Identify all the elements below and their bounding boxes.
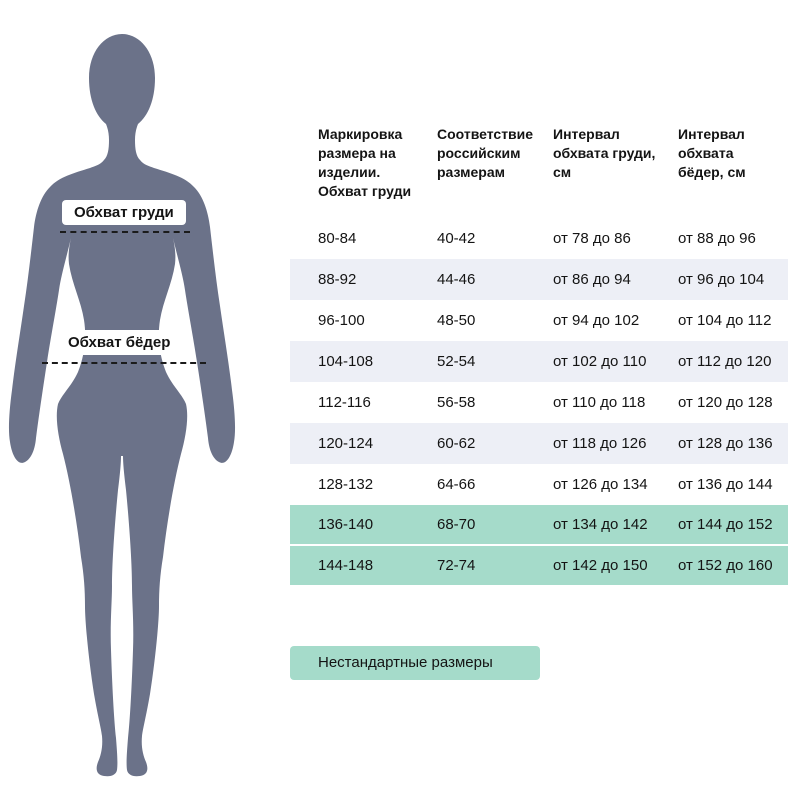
table-row: 80-84 40-42 от 78 до 86 от 88 до 96 bbox=[290, 218, 788, 259]
hips-measure-label: Обхват бёдер bbox=[56, 330, 183, 355]
cell-marking: 120-124 bbox=[318, 435, 374, 453]
cell-chest-interval: от 118 до 126 bbox=[553, 435, 647, 453]
silhouette-shape bbox=[8, 34, 236, 777]
cell-chest-interval: от 134 до 142 bbox=[553, 516, 648, 534]
size-table-header: Маркировка размера на изделии. Обхват гр… bbox=[290, 118, 788, 218]
cell-marking: 104-108 bbox=[318, 353, 374, 371]
cell-marking: 136-140 bbox=[318, 516, 374, 534]
cell-hips-interval: от 120 до 128 bbox=[678, 394, 773, 412]
cell-chest-interval: от 94 до 102 bbox=[553, 312, 640, 330]
cell-marking: 112-116 bbox=[318, 394, 371, 412]
table-row: 88-92 44-46 от 86 до 94 от 96 до 104 bbox=[290, 259, 788, 301]
cell-russian-size: 52-54 bbox=[437, 353, 476, 371]
cell-chest-interval: от 78 до 86 bbox=[553, 230, 631, 248]
cell-marking: 128-132 bbox=[318, 476, 374, 494]
cell-hips-interval: от 144 до 152 bbox=[678, 516, 773, 534]
table-row: 144-148 72-74 от 142 до 150 от 152 до 160 bbox=[290, 546, 788, 588]
chest-measure-label: Обхват груди bbox=[62, 200, 186, 225]
table-row: 136-140 68-70 от 134 до 142 от 144 до 152 bbox=[290, 505, 788, 547]
table-row: 120-124 60-62 от 118 до 126 от 128 до 136 bbox=[290, 423, 788, 465]
size-table: Маркировка размера на изделии. Обхват гр… bbox=[290, 118, 788, 588]
cell-marking: 144-148 bbox=[318, 557, 374, 575]
chest-measure-line bbox=[60, 231, 190, 233]
cell-russian-size: 72-74 bbox=[437, 557, 476, 575]
cell-russian-size: 44-46 bbox=[437, 271, 476, 289]
cell-marking: 88-92 bbox=[318, 271, 357, 289]
table-row: 104-108 52-54 от 102 до 110 от 112 до 120 bbox=[290, 341, 788, 383]
table-row: 128-132 64-66 от 126 до 134 от 136 до 144 bbox=[290, 464, 788, 505]
column-header: Маркировка размера на изделии. Обхват гр… bbox=[318, 126, 412, 200]
cell-hips-interval: от 88 до 96 bbox=[678, 230, 756, 248]
hips-measure-line bbox=[42, 362, 206, 364]
cell-hips-interval: от 96 до 104 bbox=[678, 271, 765, 289]
cell-hips-interval: от 152 до 160 bbox=[678, 557, 773, 575]
table-row: 112-116 56-58 от 110 до 118 от 120 до 128 bbox=[290, 382, 788, 423]
cell-chest-interval: от 142 до 150 bbox=[553, 557, 648, 575]
nonstandard-sizes-badge: Нестандартные размеры bbox=[290, 646, 540, 680]
cell-chest-interval: от 86 до 94 bbox=[553, 271, 631, 289]
cell-hips-interval: от 112 до 120 bbox=[678, 353, 772, 371]
cell-russian-size: 56-58 bbox=[437, 394, 476, 412]
cell-russian-size: 40-42 bbox=[437, 230, 476, 248]
cell-russian-size: 60-62 bbox=[437, 435, 476, 453]
size-table-body: 80-84 40-42 от 78 до 86 от 88 до 96 88-92 44-… bbox=[290, 218, 788, 588]
column-header: Интервал обхвата груди, см bbox=[553, 126, 656, 181]
cell-marking: 96-100 bbox=[318, 312, 365, 330]
cell-chest-interval: от 126 до 134 bbox=[553, 476, 648, 494]
cell-russian-size: 48-50 bbox=[437, 312, 476, 330]
table-row: 96-100 48-50 от 94 до 102 от 104 до 112 bbox=[290, 300, 788, 341]
cell-russian-size: 68-70 bbox=[437, 516, 476, 534]
cell-chest-interval: от 102 до 110 bbox=[553, 353, 647, 371]
cell-hips-interval: от 104 до 112 bbox=[678, 312, 772, 330]
column-header: Интервал обхвата бёдер, см bbox=[678, 126, 746, 181]
cell-russian-size: 64-66 bbox=[437, 476, 476, 494]
cell-hips-interval: от 136 до 144 bbox=[678, 476, 773, 494]
cell-hips-interval: от 128 до 136 bbox=[678, 435, 773, 453]
cell-marking: 80-84 bbox=[318, 230, 357, 248]
cell-chest-interval: от 110 до 118 bbox=[553, 394, 646, 412]
column-header: Соответствие российским размерам bbox=[437, 126, 534, 181]
female-body-silhouette bbox=[8, 34, 236, 777]
